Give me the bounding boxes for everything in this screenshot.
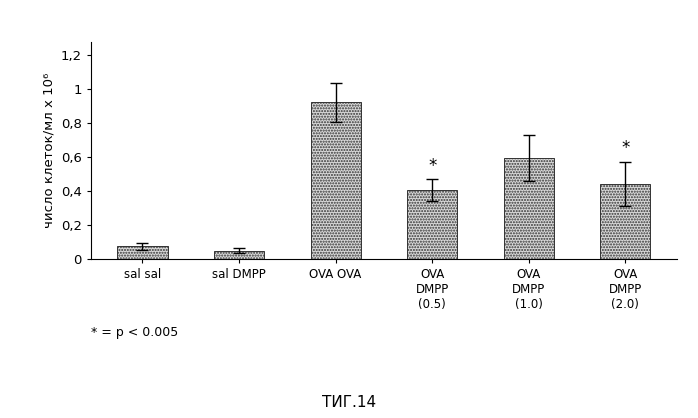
- Text: * = p < 0.005: * = p < 0.005: [91, 326, 178, 339]
- Bar: [407, 190, 457, 259]
- Text: *: *: [621, 139, 630, 157]
- Y-axis label: число клеток/мл х 10⁶: число клеток/мл х 10⁶: [42, 73, 55, 228]
- Bar: [600, 184, 651, 259]
- Text: *: *: [428, 157, 436, 175]
- Bar: [311, 102, 361, 259]
- Bar: [504, 158, 554, 259]
- Bar: [117, 247, 168, 259]
- Text: ΤИГ.14: ΤИГ.14: [322, 395, 376, 410]
- Bar: [214, 251, 264, 259]
